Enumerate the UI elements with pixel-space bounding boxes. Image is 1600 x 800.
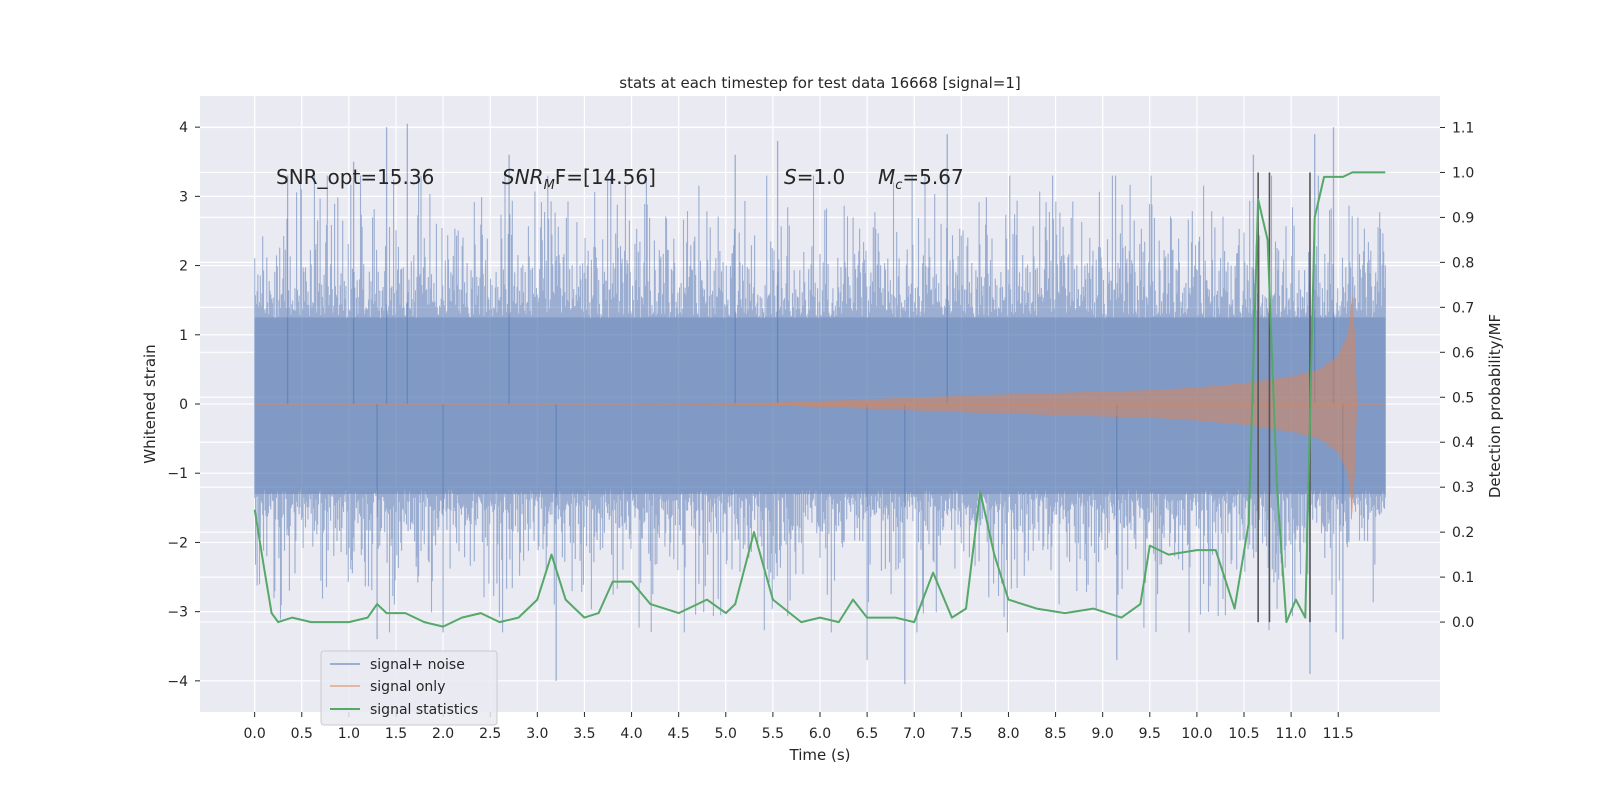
x-tick-label: 11.0 <box>1276 726 1307 742</box>
x-tick-label: 2.5 <box>479 726 501 742</box>
y-axis-ticks: −4 −3 −2 −1 0 1 2 3 4 <box>167 120 200 690</box>
x-tick-label: 4.0 <box>620 726 642 742</box>
chart-title: stats at each timestep for test data 166… <box>619 74 1020 92</box>
y2-axis-ticks: 0.0 0.1 0.2 0.3 0.4 0.5 0.6 0.7 0.8 0.9 1.0 1.1 <box>1440 120 1474 631</box>
x-tick-label: 5.0 <box>715 726 737 742</box>
x-tick-label: 6.5 <box>856 726 878 742</box>
y-tick-label: 0 <box>179 397 188 413</box>
y-axis-label: Whitened strain <box>141 344 159 463</box>
x-axis-label: Time (s) <box>789 746 851 764</box>
stats-line <box>253 171 1386 628</box>
y2-tick-label: 0.3 <box>1452 480 1474 496</box>
y2-tick-label: 0.7 <box>1452 300 1474 316</box>
x-tick-label: 1.0 <box>338 726 360 742</box>
legend-label-noise: signal+ noise <box>370 657 465 673</box>
y-tick-label: −1 <box>167 466 188 482</box>
annotation-snr-mf: SNRMF=[14.56] <box>502 165 656 193</box>
legend-label-stats: signal statistics <box>370 702 478 718</box>
y2-tick-label: 0.8 <box>1452 255 1474 271</box>
legend-label-signal: signal only <box>370 679 445 695</box>
x-tick-label: 5.5 <box>762 726 784 742</box>
x-tick-label: 0.0 <box>244 726 266 742</box>
legend: signal+ noise signal only signal statist… <box>320 650 498 726</box>
x-tick-label: 3.0 <box>526 726 548 742</box>
series-signal-only <box>254 293 1386 515</box>
x-tick-label: 3.5 <box>573 726 595 742</box>
y-tick-label: 2 <box>179 259 188 275</box>
x-tick-label: 1.5 <box>385 726 407 742</box>
x-tick-label: 7.5 <box>950 726 972 742</box>
y-tick-label: 3 <box>179 189 188 205</box>
annotation-snr-opt: SNR_opt=15.36 <box>276 165 434 189</box>
y2-axis-label: Detection probability/MF <box>1486 314 1504 498</box>
x-tick-label: 4.5 <box>668 726 690 742</box>
y-tick-label: 1 <box>179 328 188 344</box>
x-tick-label: 6.0 <box>809 726 831 742</box>
y-tick-label: 4 <box>179 120 188 136</box>
y2-tick-label: 0.4 <box>1452 435 1474 451</box>
y2-tick-label: 0.2 <box>1452 525 1474 541</box>
x-tick-label: 0.5 <box>291 726 313 742</box>
x-tick-label: 7.0 <box>903 726 925 742</box>
x-tick-label: 10.0 <box>1181 726 1212 742</box>
noise-peaks <box>286 123 1344 685</box>
y2-tick-label: 0.9 <box>1452 210 1474 226</box>
annotation-s: S=1.0 <box>784 165 845 189</box>
x-tick-label: 10.5 <box>1228 726 1259 742</box>
x-axis-ticks: 0.0 0.5 1.0 1.5 2.0 2.5 3.0 3.5 4.0 4.5 5.0 5.5 6.0 6… <box>244 712 1354 742</box>
x-tick-label: 11.5 <box>1323 726 1354 742</box>
y-tick-label: −3 <box>167 605 188 621</box>
x-tick-label: 2.0 <box>432 726 454 742</box>
y2-tick-label: 1.1 <box>1452 120 1474 136</box>
x-tick-label: 8.5 <box>1044 726 1066 742</box>
x-tick-label: 8.0 <box>997 726 1019 742</box>
y2-tick-label: 0.1 <box>1452 570 1474 586</box>
series-signal-statistics <box>253 171 1386 628</box>
y2-tick-label: 0.5 <box>1452 390 1474 406</box>
x-tick-label: 9.5 <box>1139 726 1161 742</box>
y-tick-label: −2 <box>167 535 188 551</box>
y2-tick-label: 0.0 <box>1452 615 1474 631</box>
y2-tick-label: 1.0 <box>1452 165 1474 181</box>
y-tick-label: −4 <box>167 674 188 690</box>
x-tick-label: 9.0 <box>1092 726 1114 742</box>
annotation-mc: Mc=5.67 <box>878 165 964 193</box>
y2-tick-label: 0.6 <box>1452 345 1474 361</box>
legend-box <box>320 650 498 726</box>
